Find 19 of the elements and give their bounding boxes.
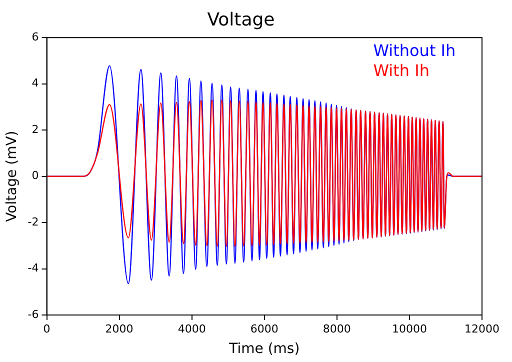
x-axis-title: Time (ms): [228, 341, 300, 358]
x-tick-label: 0: [43, 322, 50, 336]
y-tick-label: 6: [32, 30, 39, 44]
chart-title: Voltage: [207, 9, 275, 30]
y-tick-label: -6: [28, 308, 39, 321]
x-tick-label: 10000: [392, 322, 427, 336]
x-tick-label: 6000: [250, 322, 278, 336]
y-axis-title: Voltage (mV): [4, 130, 20, 222]
x-tick-label: 4000: [178, 322, 206, 336]
y-tick-label: 2: [32, 122, 39, 136]
x-tick-label: 2000: [105, 322, 134, 336]
y-tick-label: -2: [28, 215, 39, 228]
text: Without Ih: [373, 40, 456, 60]
series-label: With Ih: [373, 60, 430, 80]
y-tick-label: -4: [28, 262, 39, 275]
x-tick-label: 8000: [322, 322, 351, 336]
y-tick-label: 0: [32, 169, 39, 182]
x-tick-label: 12000: [464, 322, 500, 336]
y-tick-label: 4: [32, 76, 39, 90]
